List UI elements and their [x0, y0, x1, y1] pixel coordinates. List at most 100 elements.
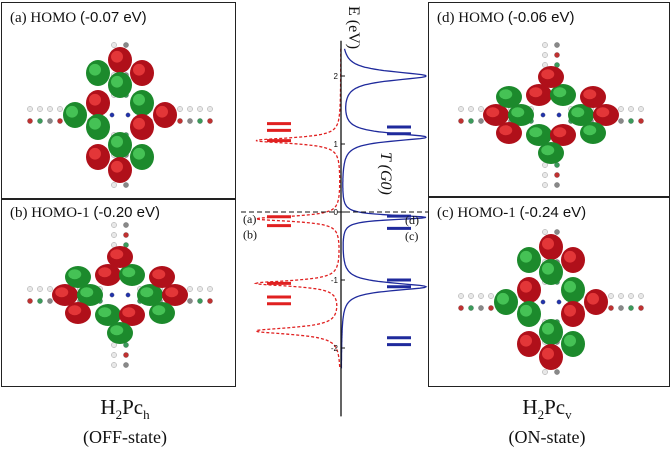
hydrogen-atom [111, 232, 117, 238]
transmission-curves [253, 48, 428, 369]
off-state-transmission-curve [253, 48, 342, 369]
orbital-lobe-negative-highlight [499, 89, 513, 100]
hydrogen-atom [187, 106, 193, 112]
hydrogen-atom [111, 362, 117, 368]
orbital-lobe-positive-highlight [133, 117, 145, 130]
molecule-b [27, 222, 213, 368]
panel-c-label: (c) HOMO-1 (-0.24 eV) [437, 204, 586, 222]
panel-b-tag: (b) HOMO-1 [10, 205, 90, 221]
orbital-lobe-positive-highlight [165, 287, 179, 298]
atom [554, 52, 560, 58]
orbital-lobe-positive-highlight [542, 237, 554, 250]
orbital-lobe-positive-highlight [133, 63, 145, 76]
caption-left: H2Pch (OFF-state) [40, 396, 210, 448]
atom [197, 118, 203, 124]
orbital-lobe-positive-highlight [553, 127, 567, 138]
hydrogen-atom [111, 222, 117, 228]
atom [554, 369, 560, 375]
hydrogen-atom [458, 293, 464, 299]
hydrogen-atom [57, 106, 63, 112]
panel-c-energy: (-0.24 eV) [519, 204, 587, 221]
atom [187, 118, 193, 124]
orbital-lobe-negative-highlight [110, 325, 124, 336]
atom [123, 362, 129, 368]
caption-left-formula-mid: Pc [122, 395, 144, 419]
atom [123, 182, 129, 188]
atom [468, 305, 474, 311]
orbital-lobe-positive-highlight [486, 107, 500, 118]
orbital-lobe-negative-highlight [89, 63, 101, 76]
caption-right-formula: H2Pcv [462, 396, 632, 426]
caption-left-state: (OFF-state) [83, 427, 167, 448]
orbital-lobe-positive-highlight [520, 280, 532, 293]
hydrogen-atom [37, 106, 43, 112]
orbital-lobe-positive-highlight [98, 267, 112, 278]
orbital-lobe-positive-highlight [156, 105, 168, 118]
peak-label-off: (b) [243, 227, 257, 241]
atom [554, 229, 560, 235]
hydrogen-atom [618, 293, 624, 299]
peak-label-on: (c) [405, 229, 418, 243]
caption-right-formula-mid: Pc [544, 395, 566, 419]
y-axis-label: E (eV) [345, 6, 362, 49]
orbital-lobe-negative-highlight [571, 107, 585, 118]
orbital-lobe-negative-highlight [152, 305, 166, 316]
nitrogen-atom [125, 292, 131, 298]
orbital-lobe-negative-highlight [542, 322, 554, 335]
off-state-levels [267, 122, 291, 306]
atom [638, 118, 644, 124]
hydrogen-atom [478, 106, 484, 112]
orbital-lobe-positive-highlight [111, 50, 123, 63]
orbital-lobe-positive-highlight [122, 307, 136, 318]
molecule-a [27, 42, 213, 188]
orbital-image-a [27, 42, 213, 188]
x-tick-label: 1 [253, 418, 258, 420]
atom [618, 118, 624, 124]
hydrogen-atom [468, 106, 474, 112]
atom [554, 182, 560, 188]
caption-left-formula-sub1: 2 [115, 407, 123, 423]
nitrogen-atom [540, 112, 546, 118]
nitrogen-atom [109, 112, 115, 118]
atom [608, 305, 614, 311]
nitrogen-atom [556, 112, 562, 118]
hydrogen-atom [618, 106, 624, 112]
orbital-lobe-negative-highlight [89, 117, 101, 130]
orbital-image-c [458, 229, 644, 375]
hydrogen-atom [47, 106, 53, 112]
panel-b-energy: (-0.20 eV) [93, 204, 161, 221]
orbital-lobe-negative-highlight [68, 269, 82, 280]
orbital-lobe-positive-highlight [110, 249, 124, 260]
hydrogen-atom [207, 106, 213, 112]
hydrogen-atom [542, 52, 548, 58]
hydrogen-atom [111, 182, 117, 188]
hydrogen-atom [177, 106, 183, 112]
y-tick-label: 0 [334, 208, 339, 217]
orbital-panel-a: (a) HOMO (-0.07 eV) [1, 2, 236, 199]
on-state-transmission-curve [340, 48, 428, 369]
nitrogen-atom [540, 299, 546, 305]
atom [554, 42, 560, 48]
atom [628, 305, 634, 311]
orbital-lobe-positive-highlight [541, 69, 555, 80]
chart-axes: 2 1 0 -1 -2 [241, 40, 428, 417]
hydrogen-atom [628, 293, 634, 299]
caption-left-formula-sub2: h [143, 407, 150, 423]
hydrogen-atom [187, 286, 193, 292]
y-tick-label: -1 [331, 276, 339, 285]
hydrogen-atom [542, 172, 548, 178]
transmission-chart: 2 1 0 -1 -2 E (eV) T (G0) 1 0 1 (a)(b) (d) (c) [241, 6, 429, 420]
hydrogen-atom [197, 286, 203, 292]
hydrogen-atom [628, 106, 634, 112]
orbital-image-d [458, 42, 644, 188]
orbital-lobe-positive-highlight [55, 287, 69, 298]
orbital-image-b [27, 222, 213, 368]
atom [638, 305, 644, 311]
atom [57, 118, 63, 124]
panel-d-energy: (-0.06 eV) [507, 9, 575, 26]
hydrogen-atom [638, 106, 644, 112]
x-axis-label: T (G0) [377, 152, 394, 195]
atom [177, 118, 183, 124]
nitrogen-atom [109, 292, 115, 298]
orbital-lobe-negative-highlight [564, 334, 576, 347]
